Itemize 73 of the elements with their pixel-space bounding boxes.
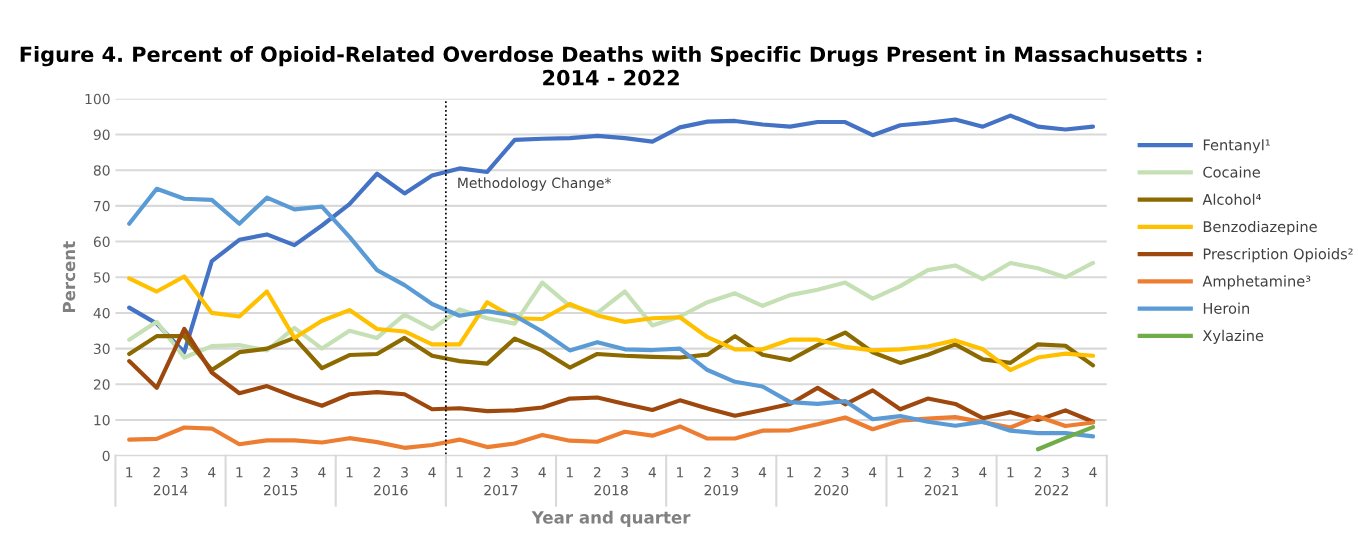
x-tick-label: 2 (483, 467, 491, 478)
y-tick-label: 0 (102, 450, 110, 462)
line-series (127, 113, 1096, 355)
x-tick-label: 4 (758, 467, 767, 478)
x-tick-label: 4 (1089, 467, 1097, 478)
x-tick-label: 3 (511, 467, 519, 478)
x-tick-label: 3 (731, 467, 739, 478)
line-series (127, 274, 1096, 373)
x-tick-label: 3 (841, 467, 849, 478)
x-tick-label: 3 (1062, 467, 1069, 478)
x-tick-label: 3 (401, 467, 408, 478)
text: 2022 (1035, 484, 1068, 496)
y-tick-label: 100 (85, 93, 110, 105)
text: 2021 (924, 484, 958, 496)
text: 2020 (814, 484, 849, 496)
x-tick-label: 4 (648, 467, 657, 478)
x-tick-label: 2 (704, 467, 711, 478)
x-tick-label: 1 (897, 467, 904, 478)
line-series (127, 330, 1096, 373)
x-tick-label: 4 (868, 467, 877, 478)
x-tick-label: 3 (621, 467, 629, 478)
legend-label: Amphetamine³ (1202, 275, 1311, 290)
x-tick-label: 4 (318, 467, 326, 478)
annotation: Methodology Change* (458, 177, 611, 191)
y-tick-label: 80 (93, 165, 110, 176)
legend-label: Benzodiazepine (1203, 220, 1317, 235)
x-tick-label: 1 (787, 467, 794, 478)
y-tick-label: 40 (93, 307, 110, 319)
legend-label: Heroin (1203, 302, 1250, 314)
y-tick-label: 30 (93, 343, 110, 355)
x-tick-label: 3 (951, 467, 959, 478)
chart-title: Figure 4. Percent of Opioid-Related Overdose Deaths with Specific Drugs Present in Massachusetts : 2014 - 2022 (20, 46, 1202, 86)
x-tick-label: 1 (1007, 467, 1014, 478)
y-axis-title: Percent (62, 241, 76, 313)
y-tick-label: 10 (94, 414, 110, 426)
x-tick-label: 1 (456, 467, 463, 478)
legend-label: Alcohol⁴ (1202, 193, 1261, 205)
x-tick-label: 4 (428, 467, 436, 478)
x-tick-label: 2 (814, 467, 821, 478)
x-tick-label: 1 (126, 467, 133, 478)
text: 2017 (484, 484, 518, 496)
legend-label: Fentanyl¹ (1203, 139, 1270, 154)
x-tick-label: 2 (263, 467, 270, 478)
line-series (127, 326, 1096, 424)
x-tick-label: 2 (153, 467, 160, 478)
x-tick-label: 2 (924, 467, 931, 478)
x-tick-label: 4 (208, 467, 216, 478)
x-tick-label: 1 (236, 467, 243, 478)
x-tick-label: 1 (677, 467, 684, 478)
x-tick-label: 2 (593, 467, 601, 478)
line-series (127, 414, 1096, 450)
x-tick-label: 1 (566, 467, 573, 478)
x-tick-label: 2 (1034, 467, 1041, 478)
x-tick-label: 3 (180, 467, 188, 478)
y-tick-label: 20 (93, 379, 110, 390)
text: 2014 (153, 484, 188, 496)
text: 2019 (704, 484, 738, 496)
y-tick-label: 50 (93, 272, 110, 283)
text: 2018 (594, 484, 628, 496)
x-tick-label: 4 (979, 467, 987, 478)
y-tick-label: 90 (93, 129, 110, 140)
legend-label: Xylazine (1202, 329, 1264, 344)
y-tick-label: 70 (94, 200, 110, 212)
x-tick-label: 4 (538, 467, 546, 478)
x-axis-title: Year and quarter (531, 510, 691, 527)
text: 2015 (264, 484, 298, 496)
x-tick-label: 3 (291, 467, 298, 478)
text: 2016 (374, 484, 408, 496)
x-tick-label: 1 (346, 467, 353, 478)
x-tick-label: 2 (373, 467, 381, 478)
y-tick-label: 60 (93, 236, 110, 248)
legend-label: Cocaine (1203, 166, 1260, 178)
legend-label: Prescription Opioids² (1203, 248, 1353, 263)
